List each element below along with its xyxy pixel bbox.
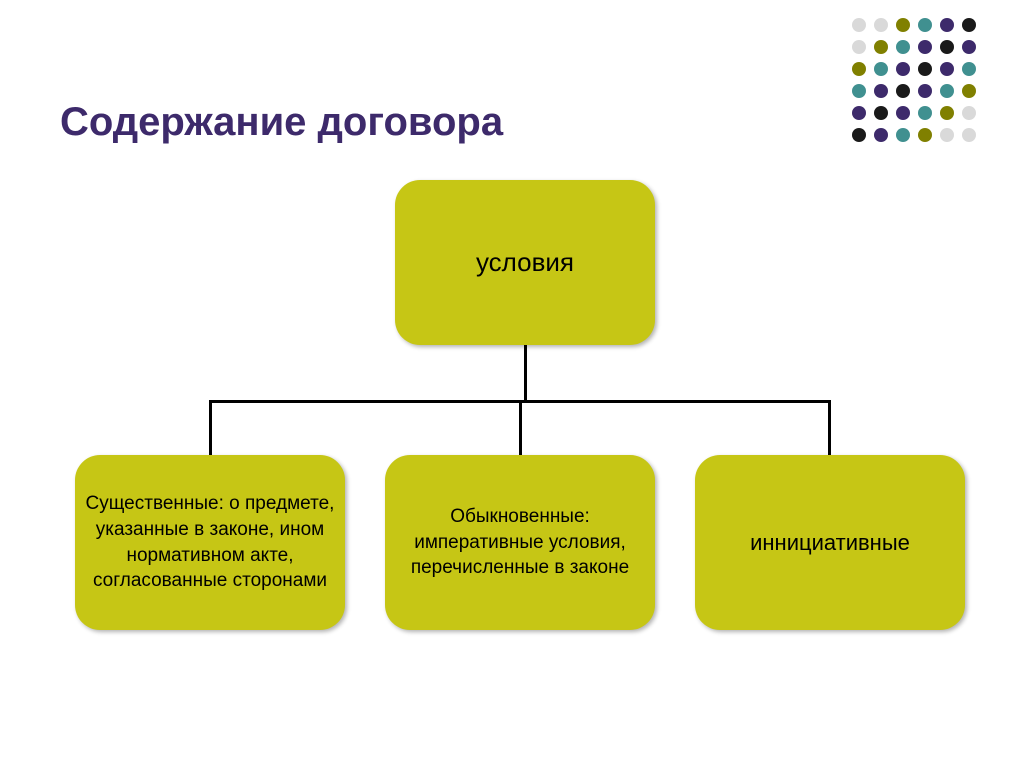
child-node-3: иннициативные: [695, 455, 965, 630]
child-3-label: иннициативные: [750, 528, 910, 558]
connector-child-1: [209, 400, 212, 455]
org-chart-diagram: условия Существенные: о предмете, указан…: [0, 180, 1024, 680]
page-title: Содержание договора: [60, 100, 503, 145]
connector-child-2: [519, 400, 522, 455]
child-node-2: Обыкновенные: императивные условия, пере…: [385, 455, 655, 630]
connector-root-down: [524, 345, 527, 400]
child-2-label: Обыкновенные: императивные условия, пере…: [395, 504, 645, 581]
root-node: условия: [395, 180, 655, 345]
root-label: условия: [476, 247, 574, 278]
child-1-label: Существенные: о предмете, указанные в за…: [85, 491, 335, 594]
dot-pattern-logo: [844, 10, 994, 160]
connector-child-3: [828, 400, 831, 455]
child-node-1: Существенные: о предмете, указанные в за…: [75, 455, 345, 630]
